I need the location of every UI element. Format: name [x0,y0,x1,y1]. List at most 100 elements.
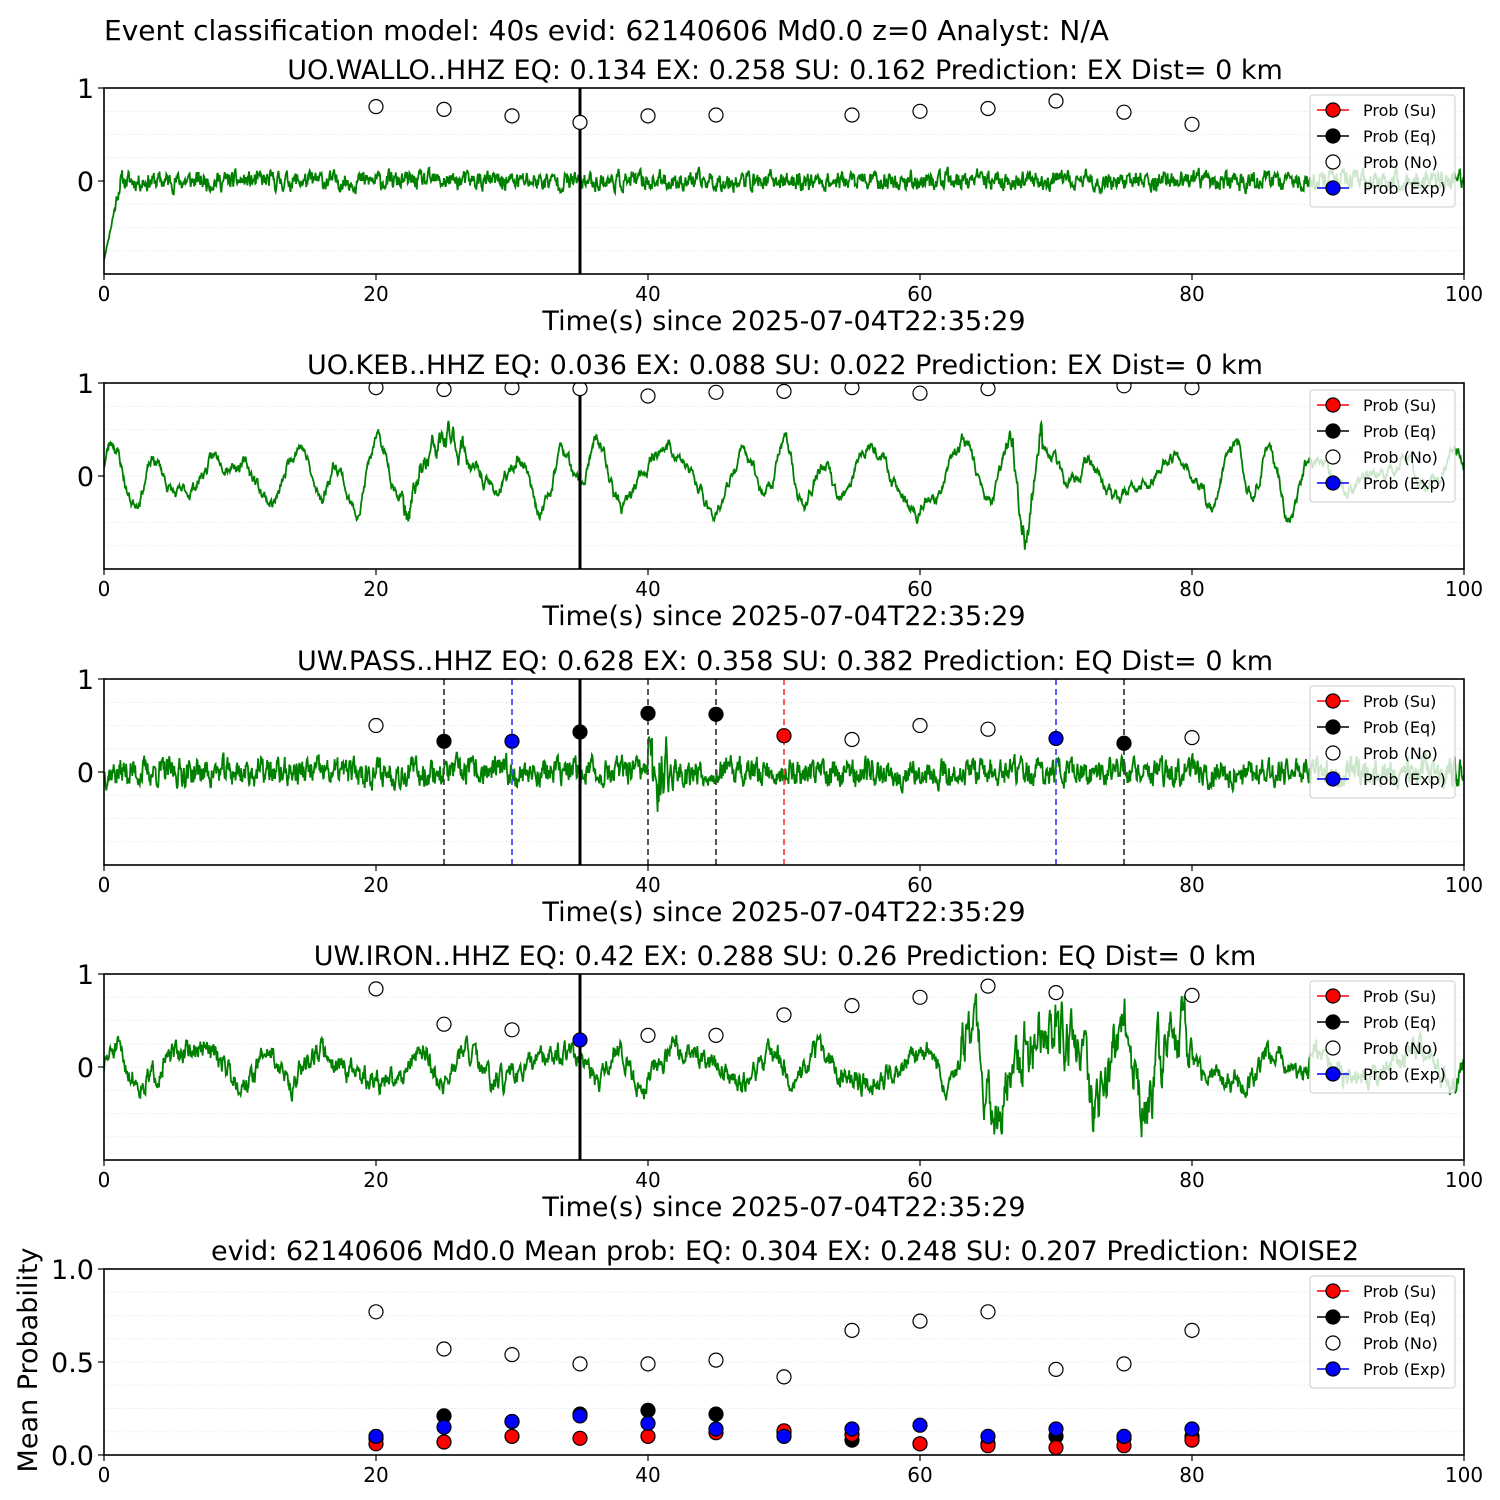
waveform-trace [104,419,1464,550]
prob-exp-marker [844,1421,860,1437]
legend-item-exp-label: Prob (Exp) [1363,770,1446,789]
prob-exp-marker [1048,1421,1064,1437]
prob-su-marker [1048,1440,1064,1455]
y-tick-label: 0 [77,758,94,789]
y-tick-label: 0.5 [51,1348,94,1379]
y-tick-label: 1 [77,665,94,696]
legend-item-eq-marker [1325,1309,1341,1325]
x-tick-label: 0 [98,282,111,306]
y-tick-label: 0.0 [51,1441,94,1472]
prob-no-marker [1116,104,1132,120]
panel-title: UO.WALLO..HHZ EQ: 0.134 EX: 0.258 SU: 0.… [287,55,1283,86]
x-tick-label: 100 [1445,577,1483,601]
panel-title: UW.IRON..HHZ EQ: 0.42 EX: 0.288 SU: 0.26… [314,941,1257,972]
legend-item-eq-marker [1325,1014,1341,1030]
legend-item-su-marker [1325,988,1341,1004]
prob-exp-marker [504,1413,520,1430]
prob-no-marker [436,1016,452,1032]
prob-exp-marker [572,1032,588,1048]
prob-no-marker [368,383,384,396]
x-tick-label: 100 [1445,1168,1483,1192]
prob-no-marker [504,383,520,396]
legend-box [1309,389,1456,503]
plot-area [104,383,1464,569]
prob-no-marker [844,997,860,1014]
prob-no-marker [844,383,860,396]
prob-no-marker [436,383,452,398]
prob-eq-marker [640,705,656,722]
x-tick-label: 40 [635,577,660,601]
prob-no-marker [912,1313,928,1329]
y-tick-label: 0 [77,1053,94,1084]
panel-2: UO.KEB..HHZ EQ: 0.036 EX: 0.088 SU: 0.02… [77,350,1483,632]
x-axis-label: Time(s) since 2025-07-04T22:35:29 [541,306,1025,337]
legend-box [1309,94,1456,208]
legend-item-su-label: Prob (Su) [1363,101,1436,120]
prob-exp-marker [572,1408,588,1424]
x-tick-label: 20 [363,577,388,601]
prob-no-marker [844,107,860,123]
legend-item-su-label: Prob (Su) [1363,692,1436,711]
prob-exp-marker [640,1415,656,1432]
legend-item-exp-marker [1325,1066,1341,1082]
prob-no-marker [368,98,384,115]
x-tick-label: 0 [98,1168,111,1192]
x-tick-label: 80 [1179,873,1204,897]
prob-no-marker [708,384,724,400]
prob-no-marker [708,1027,724,1044]
legend-item-exp-marker [1325,771,1341,787]
legend-item-su-marker [1325,102,1341,118]
x-axis-label: Time(s) since 2025-07-04T22:35:29 [541,1192,1025,1223]
prob-exp-marker [1048,730,1064,747]
prob-su-marker [436,1434,452,1450]
prob-no-marker [1048,93,1064,109]
legend-item-exp-label: Prob (Exp) [1363,179,1446,198]
x-tick-label: 40 [635,873,660,897]
legend-item-exp-marker [1325,1361,1341,1377]
legend-item-no-label: Prob (No) [1363,153,1438,172]
prob-no-marker [844,731,860,748]
prob-no-marker [368,717,384,734]
prob-exp-marker [912,1417,928,1433]
prob-su-marker [572,1430,588,1446]
prob-exp-marker [436,1419,452,1435]
prob-no-marker [640,388,656,404]
prob-eq-marker [640,1402,656,1419]
x-tick-label: 40 [635,1168,660,1192]
legend-item-su-label: Prob (Su) [1363,396,1436,415]
waveform-trace [104,166,1464,261]
x-tick-label: 0 [98,577,111,601]
y-tick-label: 1 [77,369,94,400]
prob-eq-marker [708,706,724,722]
legend-item-no-marker [1325,1040,1341,1056]
legend-item-eq-marker [1325,128,1341,144]
legend-item-eq-marker [1325,719,1341,735]
prob-exp-marker [368,1428,384,1445]
prob-no-marker [980,721,996,737]
prob-no-marker [436,1341,452,1357]
prob-su-marker [912,1436,928,1452]
prob-no-marker [1184,729,1200,746]
x-tick-label: 60 [907,282,932,306]
prob-no-marker [980,100,996,117]
legend-item-no-label: Prob (No) [1363,1039,1438,1058]
figure-title: Event classification model: 40s evid: 62… [104,14,1109,47]
legend-box [1309,685,1456,799]
prob-no-marker [844,1322,860,1339]
plot-area [104,974,1464,1160]
prob-no-marker [912,385,928,401]
legend-box [1309,980,1456,1094]
x-tick-label: 100 [1445,873,1483,897]
x-tick-label: 60 [907,873,932,897]
prob-no-marker [368,981,384,997]
prob-eq-marker [436,733,452,749]
prob-no-marker [1116,1356,1132,1372]
prob-no-marker [776,1369,792,1385]
prob-su-marker [640,1428,656,1445]
prob-no-marker [708,1352,724,1368]
prob-no-marker [1184,1322,1200,1339]
y-tick-label: 1.0 [51,1255,94,1286]
x-tick-label: 100 [1445,1463,1483,1487]
panel-title: UW.PASS..HHZ EQ: 0.628 EX: 0.358 SU: 0.3… [297,646,1273,677]
